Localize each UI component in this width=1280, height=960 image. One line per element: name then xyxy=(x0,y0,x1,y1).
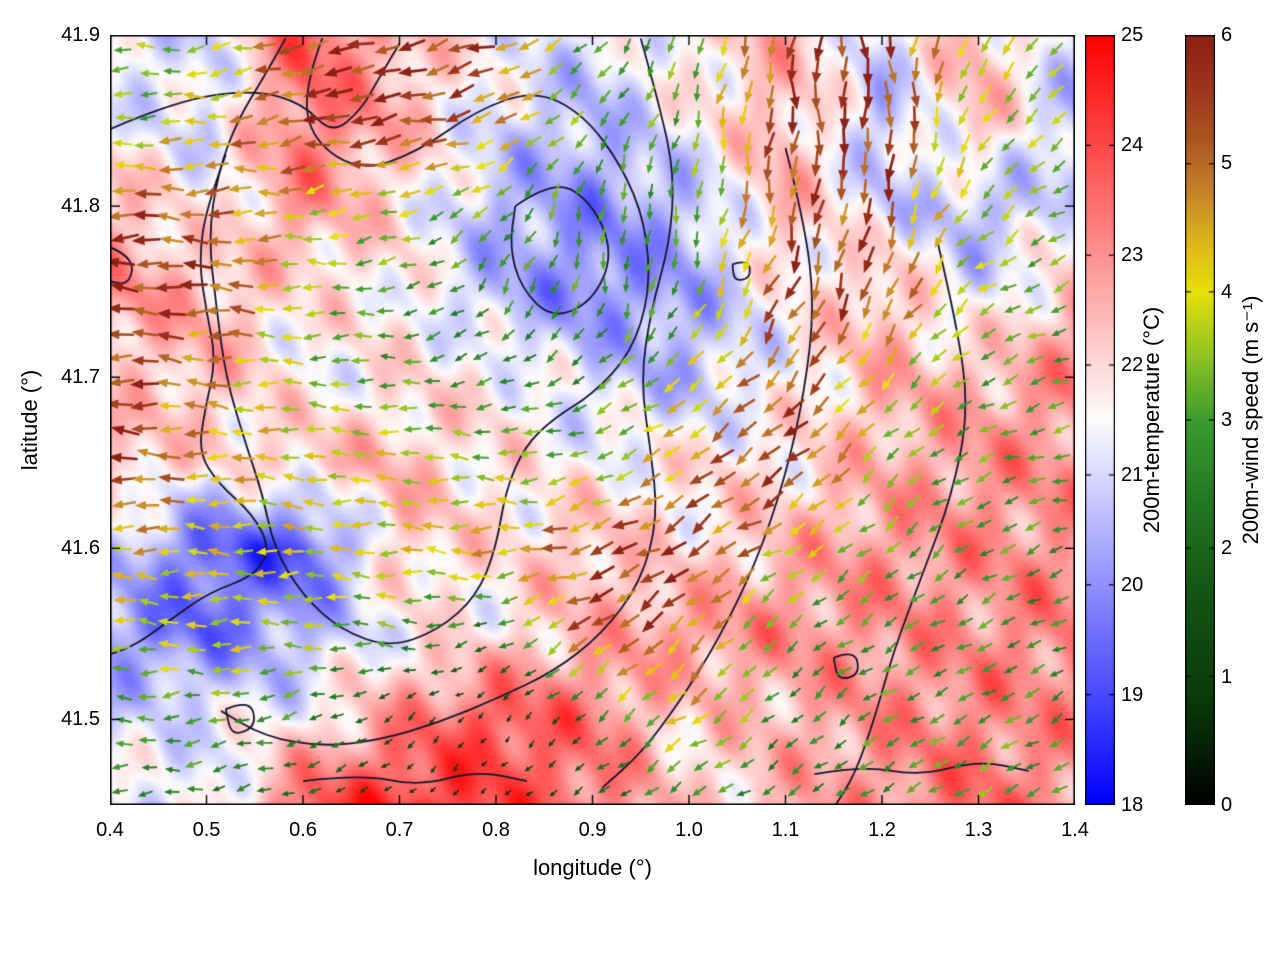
y-axis-label: latitude (°) xyxy=(17,369,42,471)
x-tick-label: 0.6 xyxy=(289,819,317,841)
temperature-tick-label: 20 xyxy=(1121,574,1144,596)
x-tick-label: 0.7 xyxy=(385,819,414,841)
x-tick-label: 0.4 xyxy=(96,819,124,841)
wind-speed-tick-label: 4 xyxy=(1221,280,1233,303)
temperature-tick-label: 25 xyxy=(1121,24,1144,46)
wind-speed-tick-label: 5 xyxy=(1221,152,1233,175)
x-tick-label: 1.0 xyxy=(675,819,703,841)
wind-speed-tick-label: 6 xyxy=(1221,24,1233,46)
wind-speed-tick-label: 1 xyxy=(1221,665,1233,688)
x-axis-label: longitude (°) xyxy=(533,855,652,880)
temperature-tick-label: 21 xyxy=(1121,464,1144,486)
wind-speed-tick-label: 3 xyxy=(1221,409,1233,431)
x-tick-label: 0.5 xyxy=(192,819,221,841)
y-tick-label: 41.7 xyxy=(61,366,100,389)
x-tick-label: 0.9 xyxy=(578,819,607,841)
temperature-tick-label: 19 xyxy=(1121,684,1144,706)
wind-speed-tick-label: 0 xyxy=(1221,794,1233,816)
temperature-tick-label: 18 xyxy=(1121,794,1144,816)
x-tick-label: 1.1 xyxy=(771,819,800,841)
temperature-tick-label: 23 xyxy=(1121,244,1144,266)
x-tick-label: 1.3 xyxy=(964,819,993,841)
temperature-tick-label: 22 xyxy=(1121,354,1144,376)
y-tick-label: 41.8 xyxy=(61,195,100,218)
temperature-colorbar xyxy=(1085,35,1115,805)
temperature-tick-label: 24 xyxy=(1121,134,1144,156)
wind-speed-colorbar xyxy=(1185,35,1215,805)
x-tick-label: 1.2 xyxy=(868,819,896,841)
x-tick-label: 1.4 xyxy=(1061,819,1089,841)
y-tick-label: 41.5 xyxy=(61,708,100,731)
x-tick-label: 0.8 xyxy=(482,819,510,841)
wind-speed-tick-label: 2 xyxy=(1221,537,1233,560)
y-tick-label: 41.6 xyxy=(61,537,100,560)
map-plot-canvas xyxy=(110,35,1075,805)
y-tick-label: 41.9 xyxy=(61,24,100,46)
